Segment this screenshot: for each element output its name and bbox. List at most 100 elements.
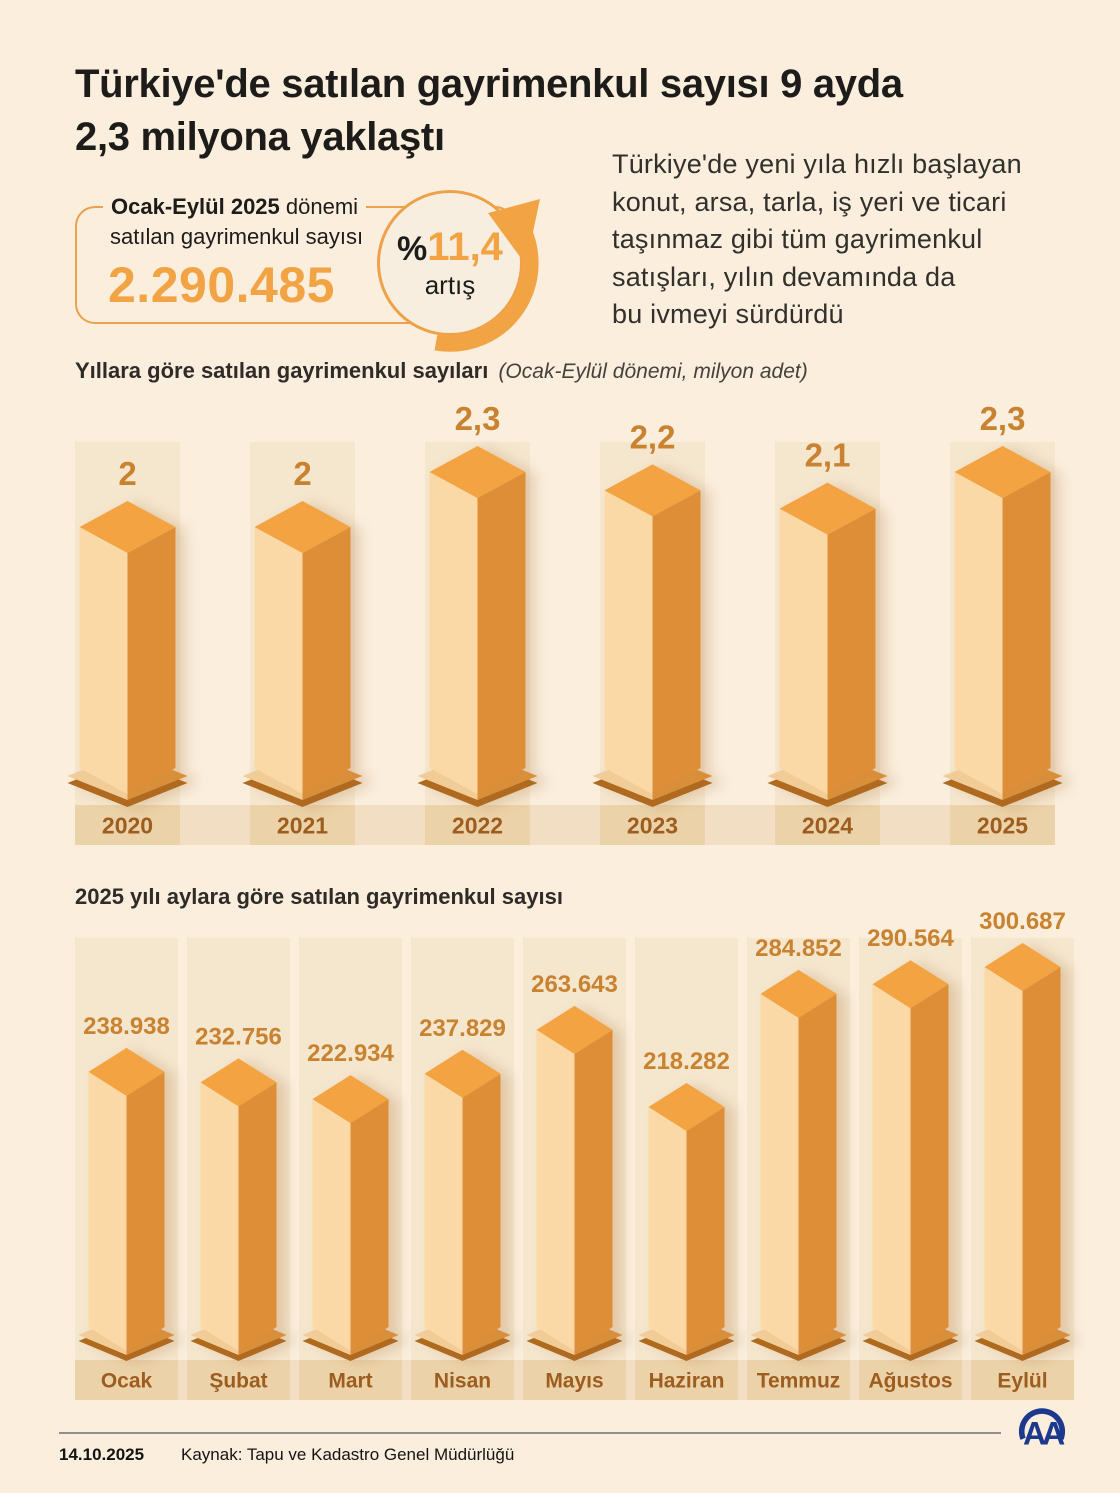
axis-label: Mayıs bbox=[545, 1370, 603, 1393]
bar-value-label: 2 bbox=[293, 455, 311, 492]
axis-label: 2024 bbox=[802, 812, 853, 838]
bar-value-label: 284.852 bbox=[755, 935, 842, 962]
axis-label: 2023 bbox=[627, 812, 678, 838]
bar-top-face bbox=[760, 969, 837, 1018]
bar-front-face bbox=[536, 1029, 575, 1351]
stat-box-label-rest: dönemi bbox=[279, 194, 359, 219]
bar-front-face bbox=[312, 1099, 351, 1351]
axis-strip-segment bbox=[187, 1360, 290, 1400]
intro-paragraph: Türkiye'de yeni yıla hızlı başlayan konu… bbox=[612, 146, 1082, 334]
aa-agency-logo: AA bbox=[1018, 1408, 1069, 1451]
bar-column-2020 bbox=[67, 501, 188, 807]
bar-side-face bbox=[1022, 967, 1061, 1351]
axis-label: 2025 bbox=[977, 812, 1028, 838]
bar-front-face bbox=[254, 527, 303, 794]
bar-side-face bbox=[462, 1073, 501, 1351]
bar-column-Eylül bbox=[974, 943, 1071, 1361]
yearly-chart-title-text: Yıllara göre satılan gayrimenkul sayılar… bbox=[75, 358, 489, 383]
axis-label: Ocak bbox=[101, 1370, 153, 1393]
axis-strip bbox=[75, 805, 1055, 845]
bar-top-face bbox=[429, 446, 526, 499]
stat-box: Ocak-Eylül 2025 dönemi satılan gayrimenk… bbox=[75, 194, 515, 324]
bar-front-face bbox=[954, 472, 1003, 794]
stat-box-label-line2: satılan gayrimenkul sayısı bbox=[110, 224, 364, 249]
monthly-chart-title-text: 2025 yılı aylara göre satılan gayrimenku… bbox=[75, 884, 563, 909]
axis-label: Haziran bbox=[649, 1370, 725, 1393]
axis-label: 2021 bbox=[277, 812, 328, 838]
page-title: Türkiye'de satılan gayrimenkul sayısı 9 … bbox=[75, 58, 1065, 164]
bar-front-face bbox=[424, 1073, 463, 1351]
bar-top-face bbox=[604, 464, 701, 517]
increase-value: 11,4 bbox=[427, 225, 503, 269]
bar-top-face bbox=[200, 1058, 277, 1107]
bar-side-face bbox=[127, 527, 176, 794]
intro-line: bu ivmeyi sürdürdü bbox=[612, 299, 844, 329]
bar-value-label: 300.687 bbox=[979, 908, 1066, 935]
bar-side-face bbox=[302, 527, 351, 794]
axis-strip-segment bbox=[775, 805, 880, 845]
bar-value-label: 263.643 bbox=[531, 971, 618, 998]
bar-front-face bbox=[88, 1071, 127, 1351]
yearly-chart-title: Yıllara göre satılan gayrimenkul sayılar… bbox=[75, 358, 808, 384]
page-title-line1: Türkiye'de satılan gayrimenkul sayısı 9 … bbox=[75, 62, 903, 106]
stat-value: 2.290.485 bbox=[108, 257, 335, 313]
axis-strip-segment bbox=[250, 805, 355, 845]
bar-value-label: 2,2 bbox=[630, 418, 676, 455]
intro-line: satışları, yılın devamında da bbox=[612, 261, 956, 292]
axis-strip-segment bbox=[299, 1360, 402, 1400]
bar-column-Temmuz bbox=[750, 969, 847, 1361]
bar-top-face bbox=[88, 1047, 165, 1096]
bar-top-face bbox=[648, 1083, 725, 1131]
axis-strip-segment bbox=[950, 805, 1055, 845]
bar-top-face bbox=[312, 1075, 389, 1124]
axis-strip-segment bbox=[747, 1360, 850, 1400]
bar-column-2025 bbox=[942, 446, 1063, 807]
axis-strip-segment bbox=[75, 805, 180, 845]
bar-column-2021 bbox=[242, 501, 363, 807]
axis-label: Mart bbox=[328, 1370, 372, 1393]
axis-strip-segment bbox=[600, 805, 705, 845]
monthly-chart-title: 2025 yılı aylara göre satılan gayrimenku… bbox=[75, 884, 563, 910]
bar-front-face bbox=[200, 1082, 239, 1351]
bar-top-face bbox=[424, 1049, 501, 1098]
bar-top-face bbox=[984, 943, 1061, 992]
axis-label: Ağustos bbox=[869, 1370, 953, 1393]
axis-strip-segment bbox=[635, 1360, 738, 1400]
axis-label: 2020 bbox=[102, 812, 153, 838]
bar-side-face bbox=[798, 993, 837, 1351]
bar-value-label: 222.934 bbox=[307, 1040, 394, 1067]
axis-label: Temmuz bbox=[757, 1370, 841, 1393]
bar-value-label: 238.938 bbox=[83, 1013, 170, 1040]
monthly-sales-chart: 238.938 Ocak 232.756 Şubat 222.934 Mart 237.82… bbox=[60, 880, 1090, 1405]
axis-strip-segment bbox=[411, 1360, 514, 1400]
bar-top-face bbox=[872, 960, 949, 1009]
bar-side-face bbox=[910, 984, 949, 1351]
yearly-chart-subtitle: (Ocak-Eylül dönemi, milyon adet) bbox=[498, 360, 808, 383]
bar-side-face bbox=[652, 490, 701, 794]
bar-column-Mart bbox=[302, 1075, 399, 1361]
chart1-svg: 2 2020 2 2021 2,3 2022 2,2 2023 2,1 2024 2,3 2025 bbox=[67, 400, 1063, 845]
bar-side-face bbox=[126, 1071, 165, 1351]
page-title-line2: 2,3 milyona yaklaştı bbox=[75, 115, 445, 159]
intro-line: taşınmaz gibi tüm gayrimenkul bbox=[612, 224, 983, 254]
bar-value-label: 218.282 bbox=[643, 1048, 730, 1075]
bar-side-face bbox=[477, 472, 526, 794]
bar-column-Şubat bbox=[190, 1058, 287, 1361]
bar-value-label: 232.756 bbox=[195, 1023, 282, 1050]
axis-label: Eylül bbox=[997, 1370, 1047, 1393]
axis-label: 2022 bbox=[452, 812, 503, 838]
bar-side-face bbox=[827, 508, 876, 794]
footer-divider bbox=[59, 1432, 1001, 1434]
bar-side-face bbox=[1002, 472, 1051, 794]
bar-front-face bbox=[760, 993, 799, 1351]
bar-top-face bbox=[254, 501, 351, 553]
bar-column-Nisan bbox=[414, 1049, 511, 1361]
bar-column-Haziran bbox=[638, 1083, 735, 1361]
bar-column-2024 bbox=[767, 482, 888, 807]
bar-side-face bbox=[350, 1099, 389, 1351]
yearly-sales-chart: 2 2020 2 2021 2,3 2022 2,2 2023 2,1 2024 2,3 2025 bbox=[60, 370, 1090, 850]
axis-strip-segment bbox=[523, 1360, 626, 1400]
bar-side-face bbox=[574, 1029, 613, 1351]
axis-strip-segment bbox=[859, 1360, 962, 1400]
axis-label: Şubat bbox=[209, 1370, 267, 1393]
